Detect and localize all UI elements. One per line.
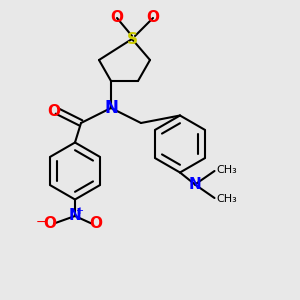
Text: −: − — [36, 215, 46, 229]
Text: O: O — [110, 11, 124, 26]
Text: N: N — [104, 99, 118, 117]
Text: O: O — [47, 103, 61, 118]
Text: O: O — [43, 216, 56, 231]
Text: CH₃: CH₃ — [216, 194, 237, 204]
Text: O: O — [89, 216, 103, 231]
Text: CH₃: CH₃ — [216, 165, 237, 175]
Text: S: S — [127, 32, 137, 46]
Text: N: N — [189, 177, 201, 192]
Text: N: N — [69, 208, 81, 224]
Text: O: O — [146, 11, 160, 26]
Text: +: + — [75, 206, 83, 217]
